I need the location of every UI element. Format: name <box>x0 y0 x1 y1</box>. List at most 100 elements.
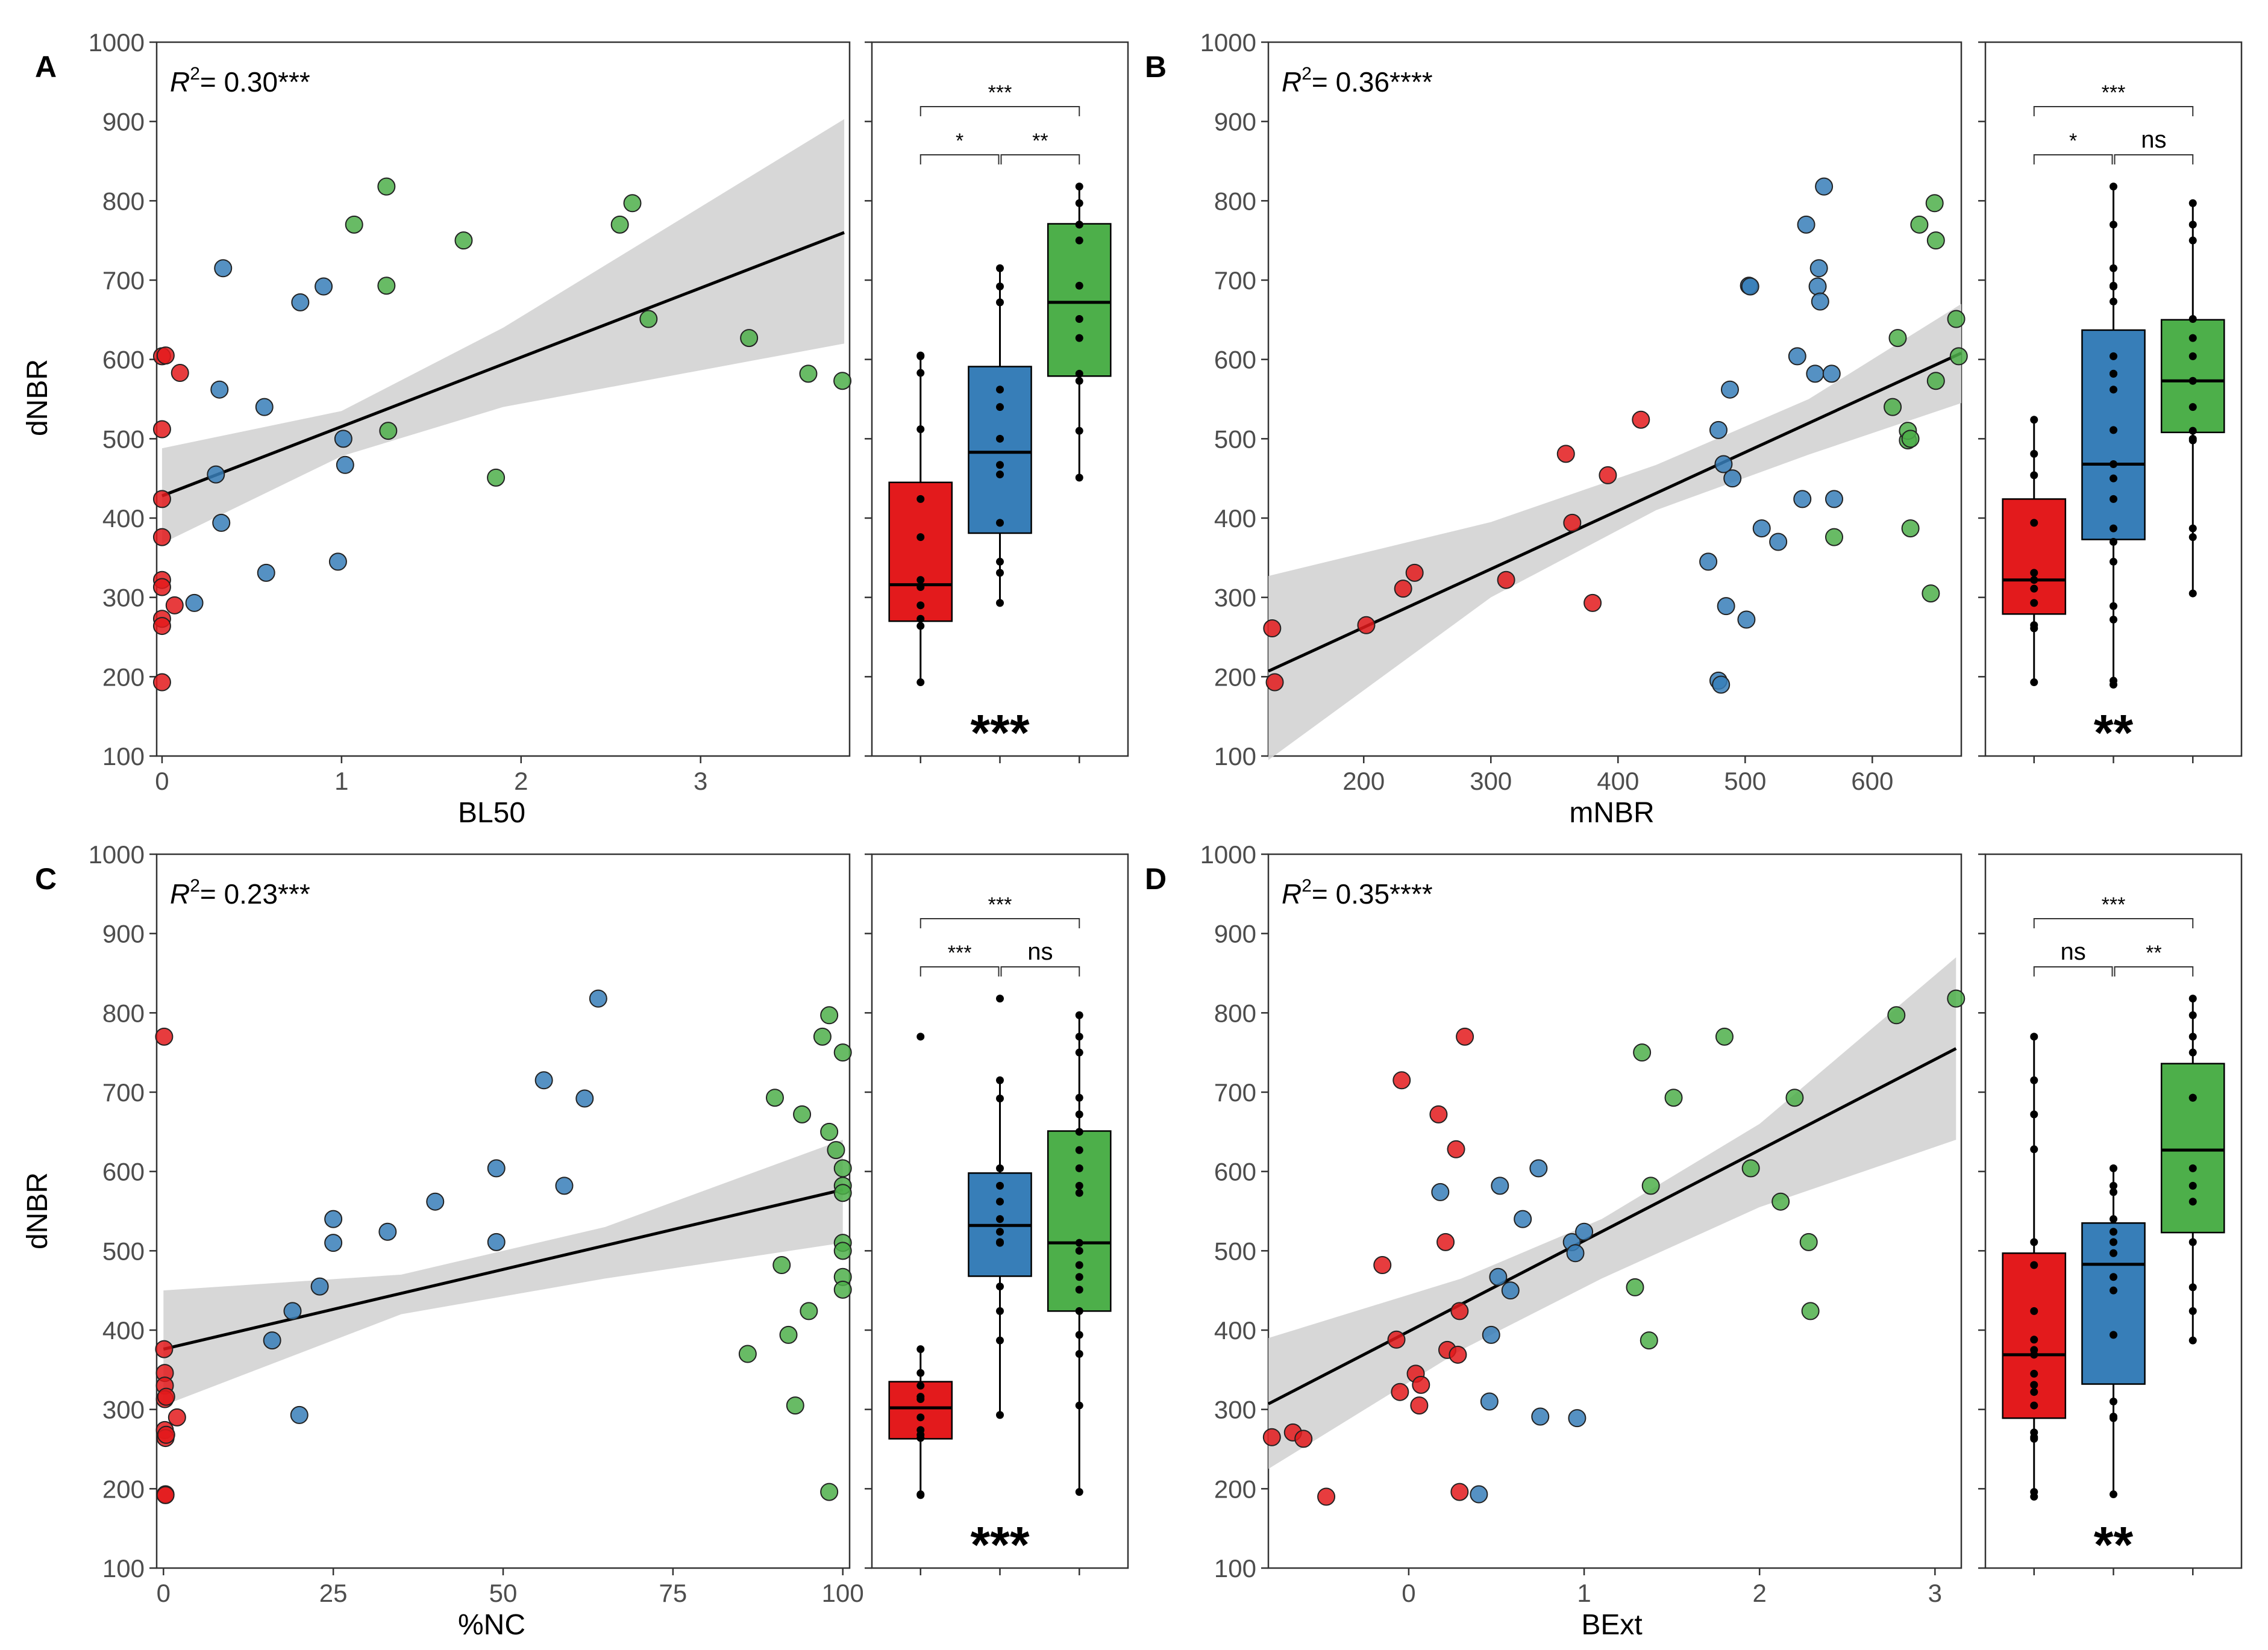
scatter-point <box>1391 1384 1408 1401</box>
y-tick-label: 200 <box>1214 663 1256 691</box>
x-tick-label: 1 <box>334 767 348 795</box>
box-point <box>916 495 924 503</box>
scatter-point <box>1483 1327 1500 1343</box>
box-point <box>996 569 1004 577</box>
scatter-point <box>624 195 641 211</box>
box-point <box>2030 1388 2038 1396</box>
box-point <box>2110 1238 2117 1246</box>
box-point <box>2110 352 2117 360</box>
scatter-point <box>1922 585 1939 602</box>
scatter-point <box>1643 1177 1659 1194</box>
box-point <box>2030 599 2038 607</box>
box-point <box>2110 1287 2117 1295</box>
box-point <box>1076 377 1083 385</box>
box-point <box>2110 426 2117 434</box>
box-point <box>996 599 1004 607</box>
scatter-point <box>1926 195 1943 211</box>
box-point <box>1076 220 1083 228</box>
box-point <box>2110 616 2117 623</box>
scatter-point <box>1514 1211 1531 1228</box>
x-tick-label: 500 <box>1724 767 1766 795</box>
box-point <box>2189 199 2197 207</box>
scatter-point <box>1295 1430 1312 1447</box>
scatter-point <box>834 372 851 389</box>
y-tick-label: 200 <box>1214 1475 1256 1503</box>
box-point <box>2030 471 2038 479</box>
scatter-point <box>1490 1269 1506 1286</box>
box-point <box>996 1164 1004 1172</box>
scatter-point <box>794 1106 810 1123</box>
sig-pair12-label: *** <box>948 942 972 964</box>
x-tick-label: 50 <box>489 1579 518 1607</box>
x-tick-label: 400 <box>1597 767 1639 795</box>
box-point <box>2030 678 2038 686</box>
scatter-point <box>169 1409 186 1426</box>
y-tick-label: 700 <box>102 1078 145 1107</box>
scatter-point <box>1718 598 1735 614</box>
scatter-point <box>157 1487 174 1504</box>
y-tick-label: 1000 <box>89 840 145 869</box>
y-tick-label: 100 <box>102 742 145 770</box>
scatter-point <box>325 1211 342 1228</box>
box-point <box>2030 1381 2038 1389</box>
scatter-point <box>821 1007 838 1023</box>
scatter-point <box>213 514 230 531</box>
r2-superscript: 2 <box>1302 876 1312 896</box>
box-point <box>1076 1273 1083 1281</box>
scatter-point <box>835 1044 851 1061</box>
x-tick-label: 2 <box>1753 1579 1767 1607</box>
x-axis-label: BExt <box>1581 1609 1642 1641</box>
sig-pair12-label: ns <box>2061 939 2086 965</box>
box-point <box>996 1337 1004 1345</box>
box-point <box>1076 1261 1083 1269</box>
box-point <box>2189 237 2197 245</box>
scatter-point <box>1889 330 1906 346</box>
scatter-point <box>1584 595 1601 611</box>
box-point <box>2110 1490 2117 1498</box>
box-point <box>2110 1228 2117 1236</box>
sig-pair13-label: *** <box>988 893 1012 916</box>
scatter-point <box>1498 572 1515 589</box>
scatter-point <box>1721 381 1738 398</box>
panel-label: A <box>35 50 57 84</box>
scatter-point <box>1318 1489 1335 1505</box>
scatter-point <box>207 466 224 483</box>
y-tick-label: 400 <box>1214 1316 1256 1345</box>
box-point <box>996 1238 1004 1246</box>
y-tick-label: 400 <box>102 504 145 533</box>
scatter-point <box>284 1302 301 1319</box>
scatter-point <box>1753 520 1770 537</box>
y-tick-label: 1000 <box>89 28 145 57</box>
y-tick-label: 700 <box>1214 1078 1256 1107</box>
scatter-point <box>835 1184 851 1201</box>
box-point <box>1076 427 1083 435</box>
scatter-point <box>158 1427 175 1443</box>
scatter-point <box>1264 1429 1280 1446</box>
sig-pair23-label: ** <box>2146 942 2161 964</box>
scatter-point <box>1558 445 1574 462</box>
box-point <box>2110 495 2117 503</box>
box-point <box>996 1215 1004 1223</box>
scatter-point <box>154 490 171 507</box>
box-point <box>996 1077 1004 1084</box>
scatter-point <box>1470 1486 1487 1503</box>
scatter-point <box>291 1407 308 1423</box>
box-point <box>916 601 924 609</box>
box-point <box>2110 460 2117 468</box>
scatter-point <box>739 1346 756 1363</box>
x-tick-label: 0 <box>157 1579 171 1607</box>
box-point <box>2189 220 2197 228</box>
scatter-point <box>1700 553 1717 570</box>
y-tick-label: 600 <box>102 1158 145 1186</box>
scatter-point <box>1626 1279 1643 1296</box>
scatter-point <box>346 216 363 233</box>
box-point <box>2189 334 2197 342</box>
box-point <box>2110 558 2117 566</box>
box-point <box>916 615 924 623</box>
scatter-point <box>166 597 183 614</box>
scatter-point <box>1530 1160 1547 1177</box>
box-point <box>2110 1249 2117 1257</box>
box-point <box>2189 377 2197 385</box>
box-point <box>2030 569 2038 577</box>
scatter-point <box>780 1327 797 1343</box>
